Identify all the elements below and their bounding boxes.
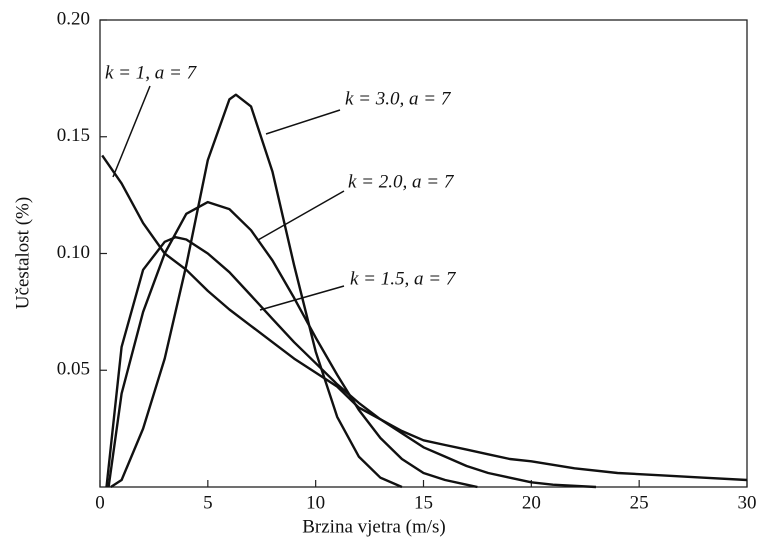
series-label: k = 3.0, a = 7 — [345, 88, 452, 109]
x-tick-label: 10 — [306, 492, 325, 513]
series-label: k = 1.5, a = 7 — [350, 268, 457, 289]
curve — [110, 93, 403, 489]
series-label: k = 2.0, a = 7 — [348, 171, 455, 192]
x-axis-title: Brzina vjetra (m/s) — [302, 516, 446, 537]
curve — [101, 154, 748, 482]
y-tick-label: 0.15 — [57, 125, 90, 146]
leader-line — [257, 190, 345, 241]
curve — [105, 236, 597, 489]
x-tick-label: 25 — [630, 492, 649, 513]
leader-line — [112, 85, 151, 178]
x-tick-label: 0 — [95, 492, 105, 513]
leader-line — [265, 109, 341, 135]
leader-line — [259, 285, 345, 311]
curve — [107, 200, 478, 489]
x-tick-label: 30 — [738, 492, 757, 513]
series-label: k = 1, a = 7 — [105, 62, 198, 83]
y-tick-label: 0.10 — [57, 242, 90, 263]
x-tick-label: 15 — [414, 492, 433, 513]
y-tick-label: 0.20 — [57, 8, 90, 29]
y-tick-label: 0.05 — [57, 359, 90, 380]
x-tick-label: 5 — [203, 492, 213, 513]
x-tick-label: 20 — [522, 492, 541, 513]
y-axis-title: Učestalost (%) — [12, 197, 33, 309]
